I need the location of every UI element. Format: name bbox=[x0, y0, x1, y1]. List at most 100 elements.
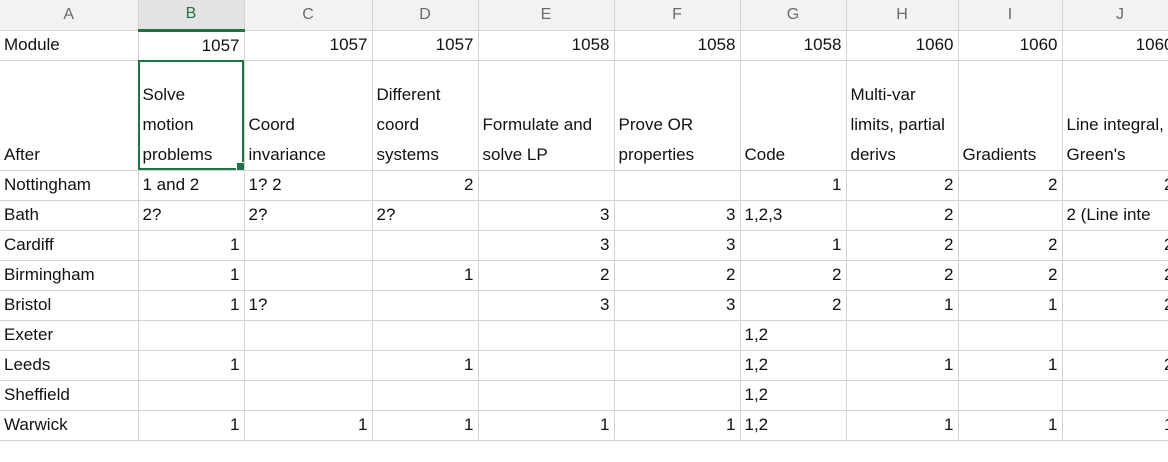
university-name-cell[interactable]: Birmingham bbox=[0, 260, 139, 291]
data-cell[interactable]: 1 bbox=[138, 290, 245, 321]
data-cell[interactable]: 2 (Line inte bbox=[1062, 200, 1168, 231]
column-header-d[interactable]: D bbox=[372, 0, 479, 31]
university-name-cell[interactable]: Bath bbox=[0, 200, 139, 231]
data-cell[interactable]: 3 bbox=[478, 200, 615, 231]
data-cell[interactable]: 1 bbox=[846, 410, 959, 441]
university-name-cell[interactable]: Exeter bbox=[0, 320, 139, 351]
column-header-h[interactable]: H bbox=[846, 0, 959, 31]
data-cell[interactable]: 1 bbox=[846, 290, 959, 321]
data-cell[interactable]: 2 bbox=[1062, 260, 1168, 291]
data-cell[interactable]: 1 bbox=[614, 410, 741, 441]
data-cell[interactable]: 2 bbox=[372, 170, 479, 201]
data-cell[interactable] bbox=[138, 320, 245, 351]
data-cell[interactable]: 1 bbox=[958, 290, 1063, 321]
data-cell[interactable]: 1 bbox=[740, 170, 847, 201]
data-cell[interactable] bbox=[372, 320, 479, 351]
data-cell[interactable]: 1 bbox=[138, 260, 245, 291]
data-cell[interactable]: 1 bbox=[244, 410, 373, 441]
topic-header-cell[interactable]: Gradients bbox=[958, 60, 1063, 171]
module-cell[interactable]: 1057 bbox=[244, 30, 373, 61]
data-cell[interactable] bbox=[244, 320, 373, 351]
column-header-c[interactable]: C bbox=[244, 0, 373, 31]
data-cell[interactable]: 1 bbox=[372, 410, 479, 441]
data-cell[interactable]: 3 bbox=[614, 230, 741, 261]
university-name-cell[interactable]: Leeds bbox=[0, 350, 139, 381]
column-header-a[interactable]: A bbox=[0, 0, 139, 31]
data-cell[interactable]: 2 bbox=[740, 290, 847, 321]
data-cell[interactable]: 2 bbox=[1062, 290, 1168, 321]
data-cell[interactable]: 2 bbox=[1062, 350, 1168, 381]
university-name-cell[interactable]: Warwick bbox=[0, 410, 139, 441]
data-cell[interactable]: 2? bbox=[372, 200, 479, 231]
topic-header-cell[interactable]: Different coord systems bbox=[372, 60, 479, 171]
data-cell[interactable]: 2 bbox=[846, 230, 959, 261]
data-cell[interactable]: 2 bbox=[740, 260, 847, 291]
module-cell[interactable]: 1058 bbox=[740, 30, 847, 61]
data-cell[interactable] bbox=[244, 230, 373, 261]
data-cell[interactable]: 1 bbox=[1062, 410, 1168, 441]
data-cell[interactable]: 2 bbox=[846, 170, 959, 201]
data-cell[interactable]: 1 bbox=[138, 350, 245, 381]
data-cell[interactable] bbox=[478, 380, 615, 411]
module-cell[interactable]: 1057 bbox=[372, 30, 479, 61]
data-cell[interactable]: 2 bbox=[958, 170, 1063, 201]
data-cell[interactable]: 3 bbox=[614, 290, 741, 321]
topic-header-cell[interactable]: Multi-var limits, partial derivs bbox=[846, 60, 959, 171]
data-cell[interactable]: 2 bbox=[1062, 230, 1168, 261]
data-cell[interactable] bbox=[1062, 320, 1168, 351]
data-cell[interactable]: 2 bbox=[958, 230, 1063, 261]
data-cell[interactable] bbox=[958, 320, 1063, 351]
data-cell[interactable] bbox=[244, 380, 373, 411]
data-cell[interactable]: 2 bbox=[846, 260, 959, 291]
data-cell[interactable] bbox=[244, 350, 373, 381]
after-label-cell[interactable]: After bbox=[0, 60, 139, 171]
column-header-f[interactable]: F bbox=[614, 0, 741, 31]
module-cell[interactable]: 1057 bbox=[138, 30, 245, 61]
topic-header-cell[interactable]: Coord invariance bbox=[244, 60, 373, 171]
data-cell[interactable] bbox=[958, 200, 1063, 231]
data-cell[interactable] bbox=[372, 380, 479, 411]
topic-header-cell[interactable]: Formulate and solve LP bbox=[478, 60, 615, 171]
data-cell[interactable]: 2 bbox=[958, 260, 1063, 291]
data-cell[interactable] bbox=[1062, 380, 1168, 411]
data-cell[interactable]: 1 bbox=[138, 230, 245, 261]
data-cell[interactable] bbox=[478, 170, 615, 201]
data-cell[interactable]: 1 bbox=[478, 410, 615, 441]
data-cell[interactable]: 1 bbox=[372, 260, 479, 291]
column-header-b[interactable]: B bbox=[138, 0, 245, 32]
column-header-e[interactable]: E bbox=[478, 0, 615, 31]
data-cell[interactable]: 2? bbox=[244, 200, 373, 231]
module-cell[interactable]: 1060 bbox=[846, 30, 959, 61]
data-cell[interactable] bbox=[372, 290, 479, 321]
data-cell[interactable]: 2 bbox=[846, 200, 959, 231]
data-cell[interactable] bbox=[846, 380, 959, 411]
data-cell[interactable]: 2 bbox=[614, 260, 741, 291]
data-cell[interactable]: 1 bbox=[846, 350, 959, 381]
topic-header-cell[interactable]: Line integral, Green's bbox=[1062, 60, 1168, 171]
topic-header-cell[interactable]: Code bbox=[740, 60, 847, 171]
university-name-cell[interactable]: Sheffield bbox=[0, 380, 139, 411]
column-header-i[interactable]: I bbox=[958, 0, 1063, 31]
fill-handle[interactable] bbox=[235, 161, 243, 169]
data-cell[interactable] bbox=[478, 320, 615, 351]
module-label-cell[interactable]: Module bbox=[0, 30, 139, 61]
data-cell[interactable]: 2 bbox=[478, 260, 615, 291]
data-cell[interactable]: 1,2,3 bbox=[740, 200, 847, 231]
module-cell[interactable]: 1060 bbox=[958, 30, 1063, 61]
data-cell[interactable] bbox=[614, 170, 741, 201]
active-cell[interactable]: Solve motion problems bbox=[138, 60, 245, 171]
module-cell[interactable]: 1058 bbox=[478, 30, 615, 61]
data-cell[interactable]: 3 bbox=[614, 200, 741, 231]
module-cell[interactable]: 1058 bbox=[614, 30, 741, 61]
data-cell[interactable]: 1,2 bbox=[740, 380, 847, 411]
data-cell[interactable]: 1 bbox=[138, 410, 245, 441]
data-cell[interactable] bbox=[958, 380, 1063, 411]
data-cell[interactable] bbox=[614, 350, 741, 381]
data-cell[interactable]: 1? bbox=[244, 290, 373, 321]
data-cell[interactable]: 3 bbox=[478, 290, 615, 321]
data-cell[interactable]: 1,2 bbox=[740, 320, 847, 351]
data-cell[interactable]: 1 bbox=[958, 410, 1063, 441]
data-cell[interactable] bbox=[614, 320, 741, 351]
data-cell[interactable]: 1 bbox=[740, 230, 847, 261]
data-cell[interactable]: 1,2 bbox=[740, 410, 847, 441]
